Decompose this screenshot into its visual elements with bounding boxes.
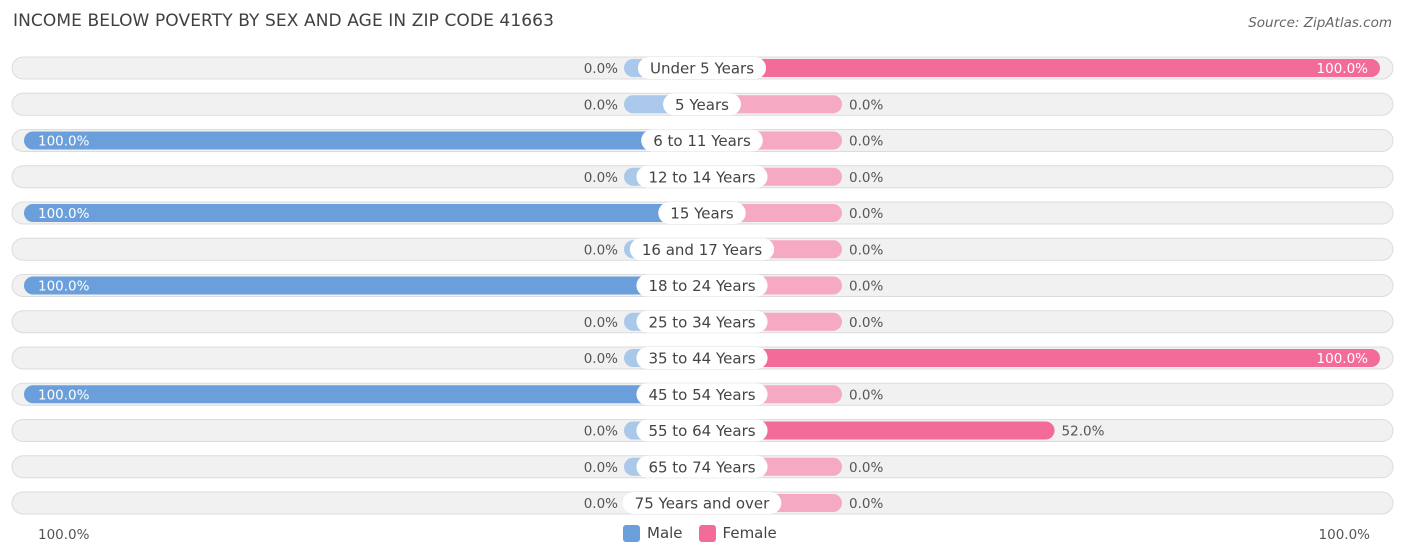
value-label-male: 0.0% (584, 61, 618, 77)
category-label-bg (622, 492, 782, 514)
category-label-bg (629, 238, 775, 261)
value-label-male: 0.0% (584, 97, 618, 113)
bar-row: 25 to 34 Years 0.0% 0.0% (11, 310, 1394, 334)
bar-female (702, 349, 1380, 367)
value-label-female: 0.0% (849, 242, 883, 258)
category-label-bg (636, 165, 768, 188)
source-label: Source: ZipAtlas.com (1248, 15, 1392, 31)
value-label-male: 100.0% (38, 134, 90, 150)
category-label: 75 Years and over (635, 495, 770, 513)
value-label-female: 0.0% (849, 315, 883, 331)
legend-swatch-female (698, 524, 716, 542)
value-label-female: 0.0% (849, 206, 883, 222)
category-label: 15 Years (670, 205, 734, 223)
value-label-female: 0.0% (849, 387, 883, 403)
category-label: 18 to 24 Years (648, 277, 755, 295)
category-label-bg (636, 419, 768, 442)
value-label-female: 0.0% (849, 460, 883, 476)
category-label: 45 to 54 Years (648, 386, 755, 404)
category-label-bg (641, 129, 763, 152)
bar-row: 75 Years and over 0.0% 0.0% (11, 491, 1394, 515)
value-label-male: 0.0% (584, 424, 618, 440)
category-label: 35 to 44 Years (648, 350, 755, 368)
bar-row: 18 to 24 Years 100.0% 0.0% (11, 274, 1394, 297)
category-label: 5 Years (675, 96, 729, 114)
value-label-male: 0.0% (584, 496, 618, 512)
category-label: 25 to 34 Years (648, 313, 755, 331)
value-label-male: 0.0% (584, 351, 618, 367)
bar-row: 12 to 14 Years 0.0% 0.0% (11, 165, 1394, 189)
bar-female (702, 59, 1380, 77)
category-label-bg (663, 93, 741, 116)
legend: Male Female (623, 524, 793, 542)
legend-swatch-male (623, 524, 640, 542)
value-label-female: 0.0% (849, 134, 883, 150)
bar-male (24, 204, 702, 222)
axis-right-label: 100.0% (1318, 527, 1370, 543)
value-label-male: 100.0% (38, 206, 90, 222)
legend-item-male: Male (623, 524, 683, 542)
legend-label-female: Female (722, 524, 777, 542)
chart-title: INCOME BELOW POVERTY BY SEX AND AGE IN Z… (13, 11, 555, 31)
bar-row: 55 to 64 Years 0.0% 52.0% (11, 419, 1394, 442)
bar-male (24, 385, 702, 404)
bar-row: 35 to 44 Years 0.0% 100.0% (11, 346, 1394, 370)
category-label-bg (658, 202, 746, 224)
value-label-female: 0.0% (849, 97, 883, 113)
value-label-male: 0.0% (584, 242, 618, 258)
axis-left-label: 100.0% (38, 527, 90, 543)
value-label-male: 0.0% (584, 170, 618, 186)
category-label-bg (636, 347, 768, 369)
category-label-bg (636, 455, 768, 478)
category-label: 6 to 11 Years (653, 132, 751, 150)
category-label-bg (636, 310, 768, 333)
category-label-bg (636, 383, 768, 406)
value-label-male: 100.0% (38, 279, 90, 295)
legend-item-female: Female (698, 524, 777, 542)
value-label-female: 100.0% (1317, 351, 1369, 367)
category-label: 65 to 74 Years (648, 458, 755, 476)
bar-male (24, 131, 702, 150)
value-label-female: 0.0% (849, 170, 883, 186)
category-label-bg (637, 57, 767, 79)
bar-row: Under 5 Years 0.0% 100.0% (11, 56, 1394, 80)
value-label-male: 100.0% (38, 387, 90, 403)
bar-row: 45 to 54 Years 100.0% 0.0% (11, 382, 1394, 406)
category-label: Under 5 Years (650, 60, 754, 78)
category-label: 12 to 14 Years (648, 168, 755, 186)
bar-male (24, 276, 702, 295)
value-label-female: 52.0% (1062, 424, 1105, 440)
category-label: 55 to 64 Years (648, 422, 755, 440)
bar-row: 5 Years 0.0% 0.0% (11, 92, 1394, 116)
value-label-female: 100.0% (1317, 61, 1369, 77)
value-label-male: 0.0% (584, 315, 618, 331)
value-label-female: 0.0% (849, 496, 883, 512)
bar-female (702, 421, 1055, 440)
value-label-male: 0.0% (584, 460, 618, 476)
bar-row: 15 Years 100.0% 0.0% (11, 201, 1394, 225)
category-label-bg (636, 274, 768, 297)
category-label: 16 and 17 Years (642, 241, 762, 259)
bar-row: 16 and 17 Years 0.0% 0.0% (11, 237, 1394, 261)
value-label-female: 0.0% (849, 279, 883, 295)
legend-label-male: Male (647, 524, 683, 542)
bar-row: 65 to 74 Years 0.0% 0.0% (11, 455, 1394, 479)
bar-row: 6 to 11 Years 100.0% 0.0% (11, 129, 1394, 152)
